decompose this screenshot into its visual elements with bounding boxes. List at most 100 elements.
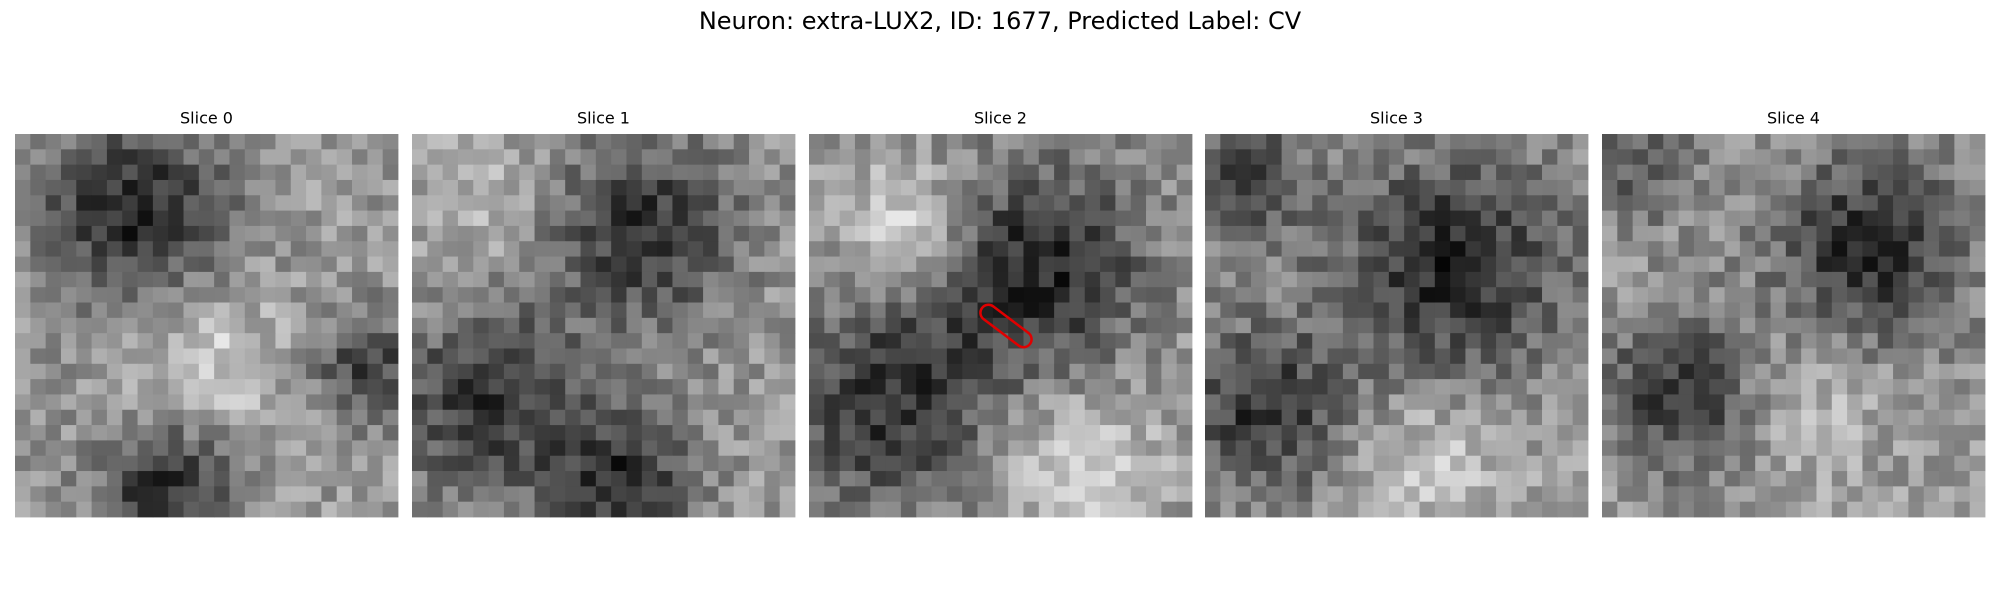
pixel bbox=[1176, 256, 1193, 273]
pixel bbox=[442, 271, 459, 288]
pixel bbox=[626, 179, 643, 196]
pixel bbox=[657, 317, 673, 334]
pixel bbox=[1739, 486, 1756, 503]
pixel bbox=[626, 455, 643, 472]
pixel bbox=[1358, 486, 1374, 503]
pixel bbox=[183, 471, 200, 487]
pixel bbox=[1023, 363, 1040, 380]
pixel bbox=[1755, 425, 1771, 441]
pixel bbox=[1954, 409, 1971, 426]
pixel bbox=[106, 179, 123, 196]
pixel bbox=[962, 394, 978, 411]
pixel bbox=[977, 455, 994, 472]
pixel bbox=[260, 271, 276, 288]
pixel bbox=[122, 179, 138, 196]
pixel bbox=[519, 363, 535, 380]
pixel bbox=[473, 409, 489, 426]
pixel bbox=[1678, 241, 1695, 257]
pixel bbox=[198, 379, 215, 395]
pixel bbox=[1785, 363, 1802, 380]
pixel bbox=[106, 501, 123, 518]
pixel bbox=[1969, 455, 1986, 472]
pixel bbox=[1235, 256, 1252, 273]
pixel bbox=[1404, 210, 1420, 227]
panel-title: Slice 4 bbox=[1767, 109, 1820, 128]
pixel bbox=[1770, 455, 1787, 472]
pixel bbox=[534, 225, 551, 242]
pixel bbox=[1785, 471, 1802, 487]
pixel bbox=[962, 317, 978, 334]
pixel bbox=[549, 409, 566, 426]
pixel bbox=[1434, 134, 1451, 150]
pixel bbox=[229, 348, 246, 365]
pixel bbox=[703, 471, 719, 487]
pixel bbox=[703, 317, 719, 334]
pixel bbox=[1054, 210, 1070, 227]
pixel bbox=[1647, 363, 1664, 380]
pixel bbox=[1877, 455, 1894, 472]
pixel bbox=[1816, 379, 1833, 395]
pixel bbox=[854, 348, 871, 365]
pixel bbox=[1617, 333, 1634, 349]
pixel bbox=[718, 210, 735, 227]
pixel bbox=[1939, 164, 1955, 181]
pixel bbox=[1557, 210, 1574, 227]
pixel bbox=[1465, 455, 1482, 472]
pixel bbox=[931, 302, 948, 319]
pixel bbox=[183, 149, 200, 166]
pixel bbox=[168, 486, 184, 503]
pixel bbox=[1281, 256, 1298, 273]
pixel bbox=[442, 241, 459, 257]
pixel bbox=[992, 149, 1009, 166]
pixel bbox=[565, 471, 581, 487]
pixel bbox=[382, 440, 399, 457]
pixel bbox=[1358, 317, 1374, 334]
pixel bbox=[1678, 179, 1695, 196]
pixel bbox=[183, 134, 200, 150]
pixel bbox=[779, 379, 796, 395]
pixel bbox=[1250, 455, 1267, 472]
pixel bbox=[30, 302, 47, 319]
pixel bbox=[1572, 256, 1589, 273]
pixel bbox=[1678, 149, 1695, 166]
pixel bbox=[718, 471, 735, 487]
pixel bbox=[1465, 409, 1482, 426]
pixel bbox=[442, 149, 459, 166]
pixel bbox=[1115, 501, 1132, 518]
pixel bbox=[1465, 317, 1482, 334]
pixel bbox=[473, 149, 489, 166]
pixel bbox=[1084, 501, 1101, 518]
pixel bbox=[30, 179, 47, 196]
pixel bbox=[1373, 302, 1390, 319]
pixel bbox=[565, 409, 581, 426]
pixel bbox=[15, 363, 31, 380]
pixel bbox=[1557, 164, 1574, 181]
pixel bbox=[382, 179, 399, 196]
pixel bbox=[1557, 471, 1574, 487]
pixel bbox=[1847, 179, 1863, 196]
pixel bbox=[962, 302, 978, 319]
pixel bbox=[1877, 501, 1894, 518]
pixel bbox=[1434, 287, 1451, 303]
pixel bbox=[1923, 348, 1940, 365]
pixel bbox=[488, 379, 505, 395]
pixel bbox=[595, 210, 612, 227]
pixel bbox=[962, 164, 978, 181]
pixel bbox=[1450, 134, 1466, 150]
pixel bbox=[1739, 425, 1756, 441]
pixel bbox=[367, 425, 384, 441]
pixel bbox=[1176, 333, 1193, 349]
pixel bbox=[916, 195, 932, 211]
pixel bbox=[1205, 379, 1221, 395]
pixel bbox=[183, 164, 200, 181]
pixel bbox=[290, 179, 307, 196]
pixel bbox=[1465, 363, 1482, 380]
pixel bbox=[1434, 195, 1451, 211]
pixel bbox=[916, 149, 932, 166]
pixel bbox=[1572, 333, 1589, 349]
pixel bbox=[1831, 425, 1848, 441]
pixel bbox=[367, 179, 384, 196]
pixel bbox=[106, 317, 123, 334]
pixel bbox=[1342, 425, 1359, 441]
